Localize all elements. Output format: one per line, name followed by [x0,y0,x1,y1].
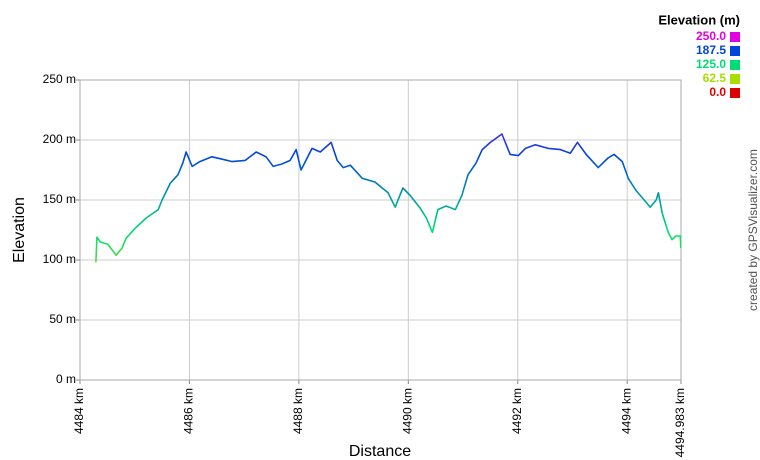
y-tick-label: 0 m [56,372,76,386]
legend-label: 0.0 [709,85,726,99]
legend-label: 125.0 [696,57,726,71]
x-axis-title: Distance [349,443,411,460]
legend-swatch [730,60,740,70]
legend-swatch [730,46,740,56]
credit: created by GPSVisualizer.com [746,149,760,311]
x-tick-label: 4492 km [510,388,524,434]
y-tick-label: 150 m [43,192,76,206]
x-tick-label: 4494 km [619,388,633,434]
legend-label: 250.0 [696,29,726,43]
y-tick-label: 200 m [43,132,76,146]
x-tick-label: 4484 km [72,388,86,434]
legend-title: Elevation (m) [658,12,740,27]
legend-label: 187.5 [696,43,726,57]
x-tick-label: 4486 km [182,388,196,434]
legend-swatch [730,74,740,84]
y-tick-label: 250 m [43,72,76,86]
x-tick-label: 4488 km [291,388,305,434]
x-tick-label: 4490 km [400,388,414,434]
legend-swatch [730,32,740,42]
y-tick-label: 50 m [49,312,76,326]
elevation-line [95,133,682,263]
legend-swatch [730,88,740,98]
plot-border [79,79,682,381]
x-tick-label: 4494.983 km [673,388,687,457]
legend-label: 62.5 [703,71,727,85]
y-tick-label: 100 m [43,252,76,266]
y-axis-title: Elevation [11,197,28,263]
